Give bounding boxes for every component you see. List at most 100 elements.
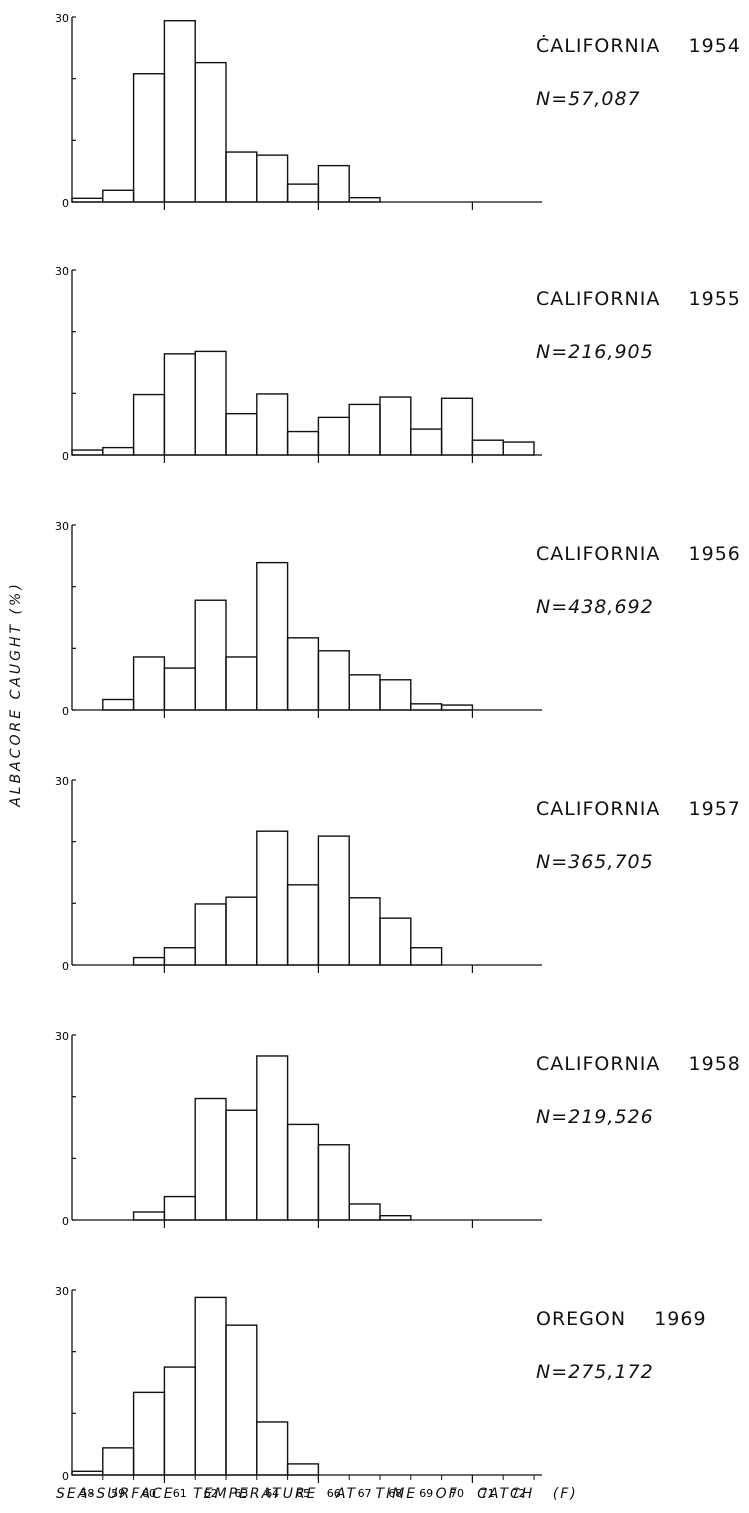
bar [163,1195,196,1221]
bar [102,446,135,456]
bar [102,189,135,203]
bar [348,403,381,456]
bar [256,1421,289,1476]
bar [102,698,135,711]
bar [71,449,104,456]
bar [317,835,350,966]
y-tick-label: 30 [55,1030,69,1043]
x-tick-label: 60 [142,1487,156,1500]
bar [348,897,381,966]
bar [286,430,320,456]
panel-title: ĊALIFORNIA 1954 [536,35,741,57]
bar [256,830,289,966]
bar [256,561,289,711]
bar [194,599,227,711]
bar [194,1097,227,1221]
bar [132,656,166,711]
y-tick-label: 0 [62,705,69,718]
panel-sample-size: N=57,087 [536,88,641,110]
bar [102,1447,135,1476]
y-tick-label: 0 [62,197,69,210]
bar [286,884,320,966]
panel-title: OREGON 1969 [536,1308,707,1330]
bar [410,947,443,966]
bar [225,151,258,203]
bar [379,396,412,456]
x-tick-label: 70 [450,1487,464,1500]
bar [410,428,443,456]
bar [163,667,196,711]
bar [286,183,320,203]
bar [194,1296,227,1476]
bar [194,903,227,966]
x-axis-label: SEA-SURFACE TEMPERATURE AT TIME OF CATCH… [56,1486,578,1502]
bar [163,947,196,966]
bar [225,412,258,456]
y-tick-label: 30 [55,520,69,533]
bar [132,1391,166,1476]
bar [163,353,196,456]
x-tick-label: 63 [234,1487,248,1500]
bar [132,956,166,966]
x-tick-label: 65 [296,1487,310,1500]
bar [286,637,320,711]
y-tick-label: 0 [62,960,69,973]
bar [225,1324,258,1476]
bar [317,650,350,711]
bar [348,196,381,203]
bar [379,679,412,711]
bar [132,73,166,203]
y-axis-label: ALBACORE CAUGHT (%) [8,581,24,807]
panel-title: CALIFORNIA 1957 [536,798,741,820]
panel-sample-size: N=365,705 [536,851,654,873]
bar [502,441,535,456]
bar [379,1214,412,1221]
bar [410,703,443,711]
bar [440,704,474,711]
bar [132,1211,166,1221]
bar [194,61,227,203]
y-tick-label: 30 [55,12,69,25]
x-tick-label: 59 [111,1487,125,1500]
y-tick-label: 0 [62,1215,69,1228]
bar [348,674,381,711]
bar [317,416,350,456]
bar [194,350,227,456]
bar [379,917,412,966]
bar [225,896,258,966]
y-tick-label: 0 [62,450,69,463]
bar [225,656,258,711]
bar [317,1144,350,1221]
panel-sample-size: N=438,692 [536,596,654,618]
y-tick-label: 30 [55,265,69,278]
bar [256,154,289,203]
bar [317,164,350,203]
bar [225,1109,258,1221]
x-tick-label: 72 [512,1487,526,1500]
x-tick-label: 69 [419,1487,433,1500]
y-tick-label: 0 [62,1470,69,1483]
panel-title: CALIFORNIA 1958 [536,1053,741,1075]
x-tick-label: 68 [388,1487,402,1500]
bar [440,397,474,456]
bar [71,1470,104,1476]
bar [71,197,104,203]
x-tick-label: 58 [80,1487,94,1500]
x-tick-label: 62 [204,1487,218,1500]
bar [256,393,289,456]
bar [256,1055,289,1221]
panel-sample-size: N=275,172 [536,1361,654,1383]
bar [348,1203,381,1221]
panel-title: CALIFORNIA 1955 [536,288,741,310]
x-tick-label: 61 [173,1487,187,1500]
y-tick-label: 30 [55,1285,69,1298]
x-tick-label: 64 [265,1487,279,1500]
x-tick-label: 71 [481,1487,495,1500]
bar [163,20,196,203]
bar [471,439,504,456]
panel-title: CALIFORNIA 1956 [536,543,741,565]
y-tick-label: 30 [55,775,69,788]
bar [163,1366,196,1476]
panel-sample-size: N=219,526 [536,1106,654,1128]
